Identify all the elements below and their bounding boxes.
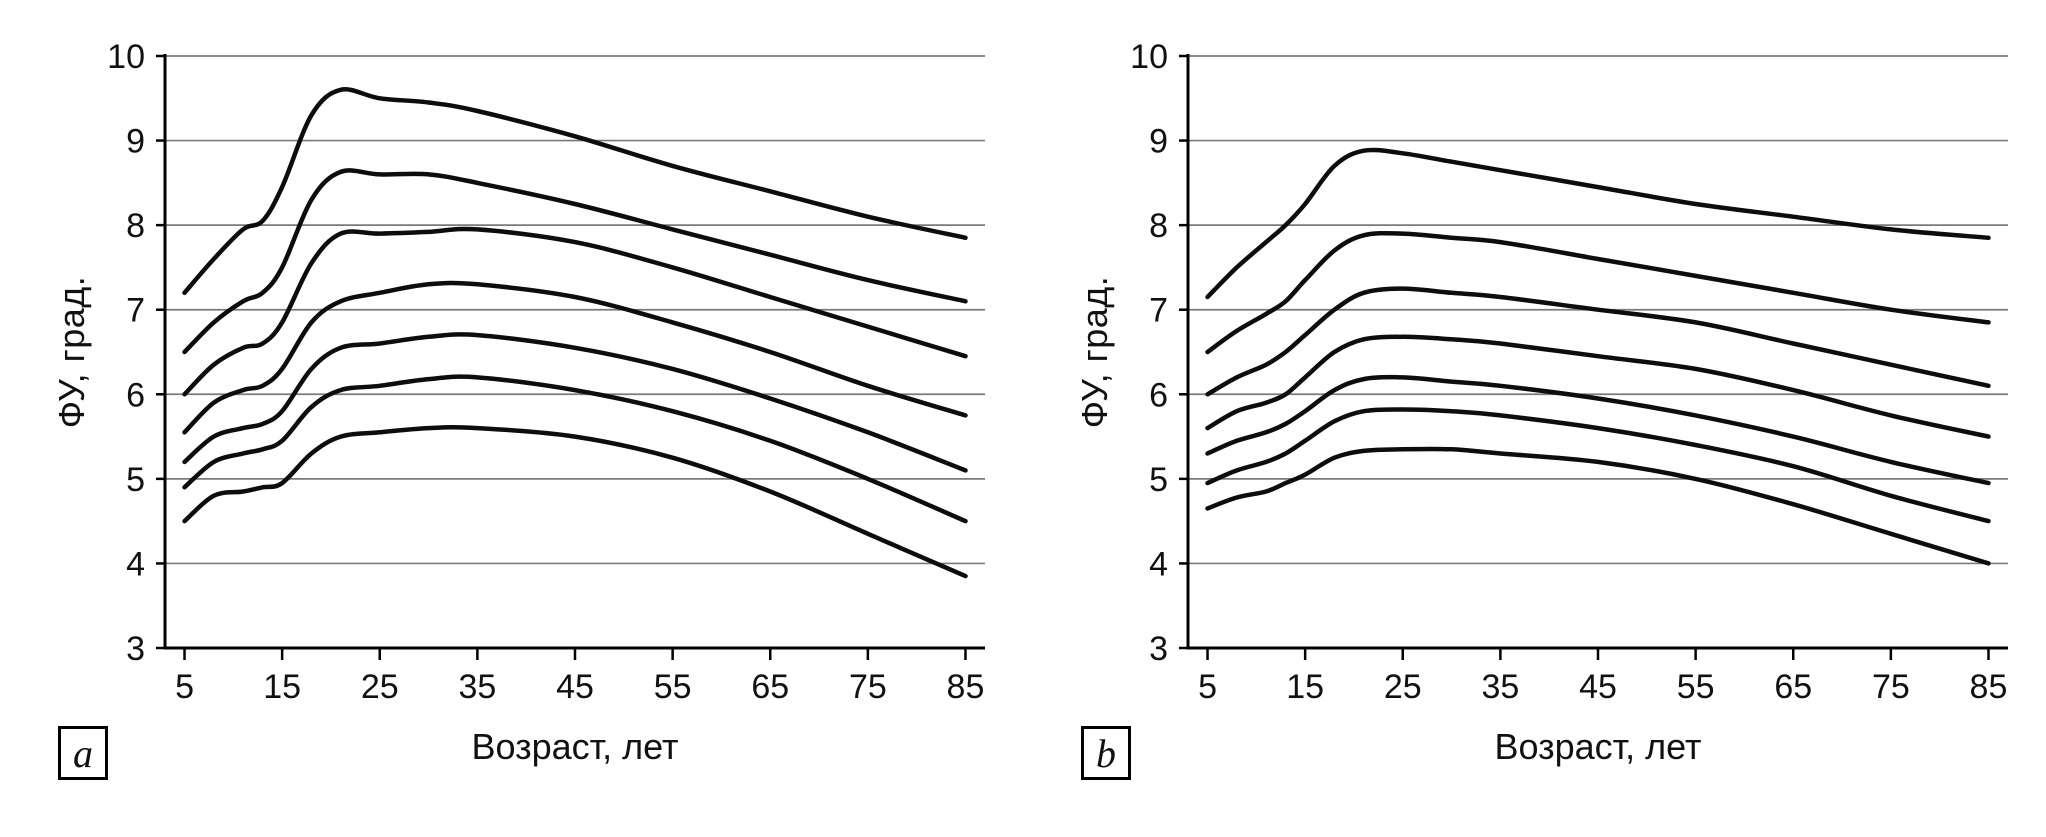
- curve-5: [182, 332, 968, 473]
- x-tick-label: 45: [1579, 668, 1617, 706]
- x-tick-label: 25: [1384, 668, 1422, 706]
- y-tick-label: 10: [1130, 38, 1168, 76]
- panel-letter-b: b: [1081, 726, 1131, 780]
- x-tick-label: 65: [751, 668, 789, 706]
- x-tick-label: 45: [556, 668, 594, 706]
- curve-1: [182, 87, 968, 296]
- x-axis-title-a: Возраст, лет: [471, 726, 679, 767]
- y-tick-label: 7: [126, 292, 145, 330]
- x-tick-label: 35: [1481, 668, 1519, 706]
- x-tick-label: 15: [263, 668, 301, 706]
- curve-6: [1205, 407, 1991, 524]
- curve-3: [182, 226, 968, 397]
- y-tick-label: 8: [1149, 207, 1168, 245]
- y-tick-label: 4: [1149, 545, 1168, 583]
- chart-panel-a: ФУ, град. 3 4 5 6 7 8 9 10 5 15 25 35 45 55 65 75 85 Воз…: [51, 38, 985, 780]
- y-tick-label: 6: [1149, 376, 1168, 414]
- curve-7: [182, 425, 968, 579]
- y-tick-label: 3: [126, 630, 145, 668]
- x-tick-label: 75: [849, 668, 887, 706]
- y-tick-label: 6: [126, 376, 145, 414]
- x-tick-label: 5: [1198, 668, 1217, 706]
- y-tick-label: 3: [1149, 630, 1168, 668]
- y-tick-label: 9: [1149, 123, 1168, 161]
- x-tick-label: 65: [1774, 668, 1812, 706]
- y-tick-label: 8: [126, 207, 145, 245]
- panel-letter-b-text: b: [1096, 730, 1116, 776]
- x-tick-label: 85: [947, 668, 985, 706]
- x-tick-label: 5: [175, 668, 194, 706]
- curve-5: [1205, 374, 1991, 486]
- y-tick-label: 7: [1149, 292, 1168, 330]
- chart-panel-b: ФУ, град. 3 4 5 6 7 8 9 10 5 15 25 35 45 55 65 75 85 Воз…: [1023, 0, 2046, 837]
- y-tick-label: 10: [107, 38, 145, 76]
- x-tick-label: 25: [361, 668, 399, 706]
- x-tick-label: 55: [1677, 668, 1715, 706]
- curve-2: [182, 168, 968, 355]
- y-tick-label: 9: [126, 123, 145, 161]
- curve-7: [1205, 446, 1991, 566]
- curve-4: [182, 280, 968, 435]
- curve-1: [1205, 147, 1991, 300]
- x-tick-label: 55: [654, 668, 692, 706]
- panel-letter-a: a: [58, 726, 108, 780]
- y-tick-label: 5: [126, 461, 145, 499]
- x-tick-label: 15: [1286, 668, 1324, 706]
- curve-6: [182, 374, 968, 524]
- y-tick-label: 4: [126, 545, 145, 583]
- x-tick-label: 75: [1872, 668, 1910, 706]
- y-tick-label: 5: [1149, 461, 1168, 499]
- x-tick-label: 85: [1970, 668, 2008, 706]
- x-axis-title-b: Возраст, лет: [1494, 726, 1702, 767]
- curve-4: [1205, 334, 1991, 439]
- panel-letter-a-text: a: [73, 730, 93, 776]
- curve-3: [1205, 286, 1991, 397]
- x-tick-label: 35: [458, 668, 496, 706]
- curve-2: [1205, 230, 1991, 355]
